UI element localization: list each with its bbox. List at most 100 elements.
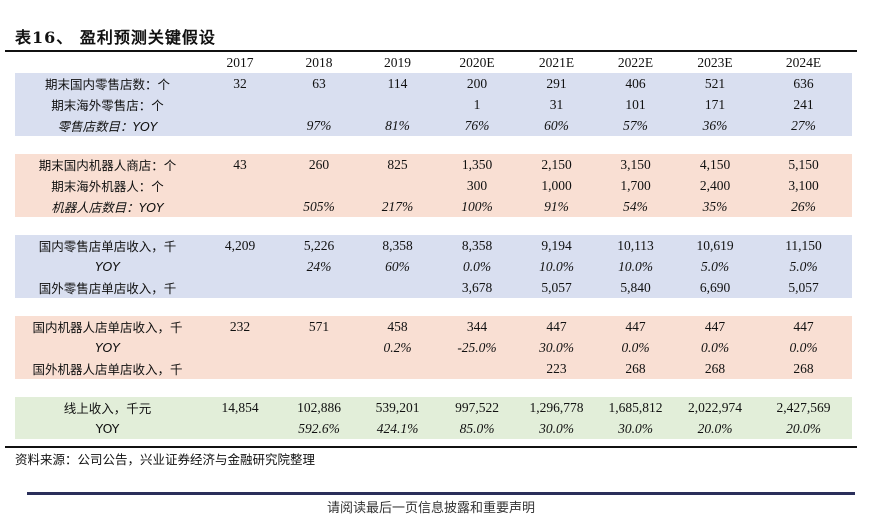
disclaimer-footer: 请阅读最后一页信息披露和重要声明 bbox=[327, 501, 536, 516]
table-cell: 223 bbox=[517, 358, 596, 379]
row-label: 零售店数目：YOY bbox=[15, 115, 200, 136]
header-row: 2017 2018 2019 2020E 2021E 2022E 2023E 2024E bbox=[15, 52, 852, 73]
table-row: 国外零售店单店收入，千 3,678 5,057 5,840 6,690 5,057 bbox=[15, 277, 852, 298]
table-cell bbox=[200, 175, 280, 196]
table-cell bbox=[280, 94, 358, 115]
table-cell: 424.1% bbox=[358, 418, 437, 439]
table-row: 线上收入，千元 14,854 102,886 539,201 997,522 1,296,… bbox=[15, 397, 852, 418]
table-cell: 114 bbox=[358, 73, 437, 94]
table-cell: 5,057 bbox=[517, 277, 596, 298]
table-cell: 1,685,812 bbox=[596, 397, 675, 418]
column-header: 2018 bbox=[305, 54, 333, 70]
table-cell: 57% bbox=[596, 115, 675, 136]
table-cell: 2,427,569 bbox=[755, 397, 852, 418]
table-cell: 102,886 bbox=[280, 397, 358, 418]
row-label: 期末国内机器人商店：个 bbox=[15, 154, 200, 175]
table-cell: 3,100 bbox=[755, 175, 852, 196]
row-label: YOY bbox=[15, 337, 200, 358]
table-cell: 0.0% bbox=[596, 337, 675, 358]
table-cell: 5.0% bbox=[755, 256, 852, 277]
table-cell: 30.0% bbox=[517, 418, 596, 439]
table-cell bbox=[280, 358, 358, 379]
source-note: 资料来源：公司公告，兴业证券经济与金融研究院整理 bbox=[15, 452, 316, 467]
table-title: 表16、 盈利预测关键假设 bbox=[15, 28, 216, 47]
row-label: 国内机器人店单店收入，千 bbox=[15, 316, 200, 337]
table-cell: 571 bbox=[280, 316, 358, 337]
table-row: 期末海外零售店：个 1 31 101 171 241 bbox=[15, 94, 852, 115]
table-cell: 43 bbox=[200, 154, 280, 175]
table-cell: 447 bbox=[517, 316, 596, 337]
table-cell: 268 bbox=[596, 358, 675, 379]
table-cell: 5,840 bbox=[596, 277, 675, 298]
table-cell: 30.0% bbox=[596, 418, 675, 439]
column-header: 2017 bbox=[226, 54, 254, 70]
table-row: 零售店数目：YOY 97% 81% 76% 60% 57% 36% 27% bbox=[15, 115, 852, 136]
table-cell: 20.0% bbox=[755, 418, 852, 439]
table-cell: 0.2% bbox=[358, 337, 437, 358]
table-cell: 54% bbox=[596, 196, 675, 217]
table-cell: 447 bbox=[596, 316, 675, 337]
table-cell: 0.0% bbox=[755, 337, 852, 358]
table-cell: 447 bbox=[755, 316, 852, 337]
column-header: 2021E bbox=[538, 54, 575, 70]
table-cell: 268 bbox=[755, 358, 852, 379]
row-label: 国外零售店单店收入，千 bbox=[15, 277, 200, 298]
table-cell: 300 bbox=[437, 175, 517, 196]
row-label: 国外机器人店单店收入，千 bbox=[15, 358, 200, 379]
table-cell: 5,226 bbox=[280, 235, 358, 256]
table-cell: 5.0% bbox=[675, 256, 755, 277]
table-cell: 4,209 bbox=[200, 235, 280, 256]
table-row: 国内机器人店单店收入，千 232 571 458 344 447 447 447 447 bbox=[15, 316, 852, 337]
spacer-row bbox=[15, 379, 852, 397]
row-label: 国内零售店单店收入，千 bbox=[15, 235, 200, 256]
table-cell: 85.0% bbox=[437, 418, 517, 439]
table-row: 国外机器人店单店收入，千 223 268 268 268 bbox=[15, 358, 852, 379]
table-cell: 8,358 bbox=[437, 235, 517, 256]
spacer-row bbox=[15, 217, 852, 235]
row-label: 机器人店数目：YOY bbox=[15, 196, 200, 217]
table-cell bbox=[200, 337, 280, 358]
table-cell: 5,057 bbox=[755, 277, 852, 298]
table-cell bbox=[358, 358, 437, 379]
table-cell: 521 bbox=[675, 73, 755, 94]
table-cell: 291 bbox=[517, 73, 596, 94]
table-cell: 1,350 bbox=[437, 154, 517, 175]
row-label: YOY bbox=[15, 418, 200, 439]
table-cell: 539,201 bbox=[358, 397, 437, 418]
table-cell: 505% bbox=[280, 196, 358, 217]
row-label: 期末国内零售店数：个 bbox=[15, 73, 200, 94]
table-cell: 997,522 bbox=[437, 397, 517, 418]
table-cell bbox=[200, 94, 280, 115]
table-row: 期末国内机器人商店：个 43 260 825 1,350 2,150 3,150 4,150 5… bbox=[15, 154, 852, 175]
table-cell: 100% bbox=[437, 196, 517, 217]
table-cell: 14,854 bbox=[200, 397, 280, 418]
table-cell bbox=[200, 418, 280, 439]
table-cell: 10.0% bbox=[596, 256, 675, 277]
table-cell bbox=[358, 175, 437, 196]
table-cell: 36% bbox=[675, 115, 755, 136]
spacer-row bbox=[15, 136, 852, 154]
table-cell: 27% bbox=[755, 115, 852, 136]
table-cell: 0.0% bbox=[675, 337, 755, 358]
table-cell: 20.0% bbox=[675, 418, 755, 439]
table-cell: 268 bbox=[675, 358, 755, 379]
table-cell: 592.6% bbox=[280, 418, 358, 439]
table-cell: 24% bbox=[280, 256, 358, 277]
table-cell: 91% bbox=[517, 196, 596, 217]
table-cell: 260 bbox=[280, 154, 358, 175]
spacer-row bbox=[15, 298, 852, 316]
table-cell bbox=[200, 277, 280, 298]
row-label: 线上收入，千元 bbox=[15, 397, 200, 418]
table-row: 期末国内零售店数：个 32 63 114 200 291 406 521 636 bbox=[15, 73, 852, 94]
column-header: 2023E bbox=[697, 54, 733, 70]
table-row: YOY 0.2% -25.0% 30.0% 0.0% 0.0% 0.0% bbox=[15, 337, 852, 358]
table-cell bbox=[280, 337, 358, 358]
table-cell: 458 bbox=[358, 316, 437, 337]
column-header: 2019 bbox=[384, 54, 411, 70]
table-row: 国内零售店单店收入，千 4,209 5,226 8,358 8,358 9,194 10,1… bbox=[15, 235, 852, 256]
table-cell: 97% bbox=[280, 115, 358, 136]
column-header: 2020E bbox=[459, 54, 495, 70]
table-cell: 10.0% bbox=[517, 256, 596, 277]
table-cell: 241 bbox=[755, 94, 852, 115]
table-cell: 2,400 bbox=[675, 175, 755, 196]
